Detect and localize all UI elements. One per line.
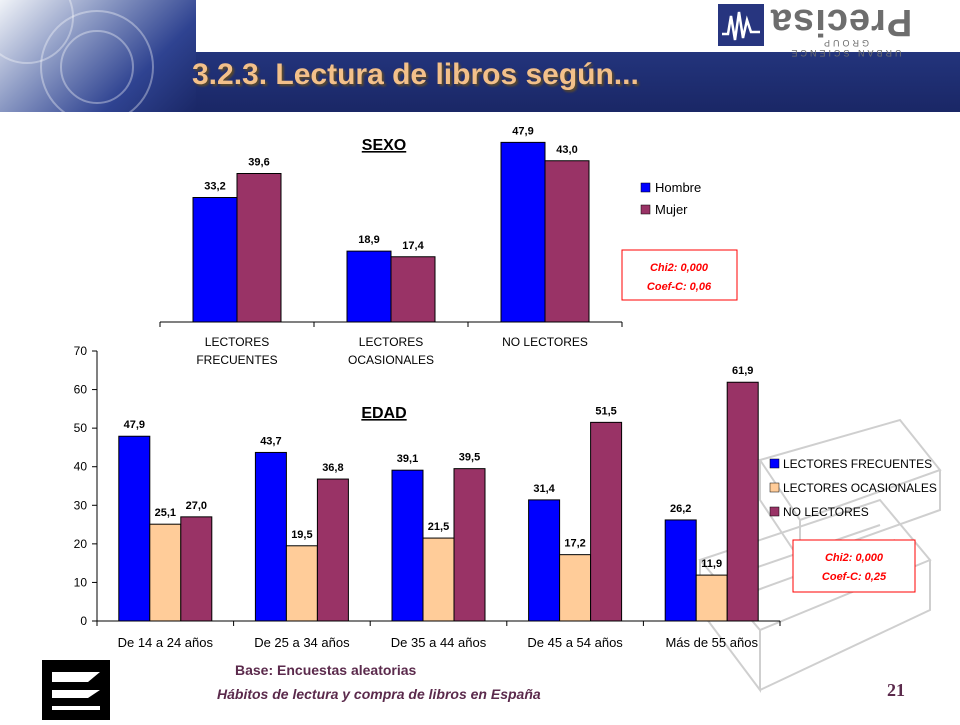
- edad-y-tick-label: 20: [74, 537, 88, 551]
- edad-data-label: 39,1: [397, 453, 418, 465]
- edad-y-tick-label: 30: [74, 498, 88, 512]
- edad-data-label: 51,5: [595, 405, 616, 417]
- edad-bar: [559, 554, 592, 622]
- edad-data-label: 21,5: [428, 521, 449, 533]
- sexo-data-label: 17,4: [402, 240, 424, 252]
- edad-data-label: 31,4: [533, 483, 555, 495]
- chart-sexo: SEXO 33,2 39,6 LECTORES FRECUENTES 18,9 17,4 LE…: [159, 125, 738, 367]
- sexo-category-label: OCASIONALES: [348, 353, 434, 367]
- edad-legend-label: LECTORES FRECUENTES: [783, 457, 932, 471]
- sexo-title: SEXO: [362, 137, 406, 154]
- sexo-bar: [390, 256, 436, 323]
- edad-y-tick-label: 0: [80, 614, 87, 628]
- sexo-data-label: 39,6: [248, 157, 269, 169]
- footer-base: Base: Encuestas aleatorias: [235, 662, 417, 678]
- edad-bar: [664, 519, 697, 622]
- edad-data-label: 19,5: [291, 529, 312, 541]
- edad-bar: [316, 478, 349, 622]
- edad-stat-coef: Coef-C: 0,25: [822, 571, 887, 583]
- edad-data-label: 61,9: [732, 365, 753, 377]
- sexo-data-label: 47,9: [512, 125, 533, 137]
- brand-logo-icon: [718, 4, 764, 46]
- sexo-bar: [346, 250, 392, 323]
- edad-data-label: 26,2: [670, 503, 691, 515]
- edad-category-label: De 14 a 24 años: [118, 635, 214, 650]
- edad-y-tick-label: 70: [74, 344, 88, 358]
- edad-data-label: 39,5: [459, 452, 480, 464]
- edad-data-label: 47,9: [124, 419, 145, 431]
- edad-category-label: De 25 a 34 años: [254, 635, 350, 650]
- edad-bar: [118, 435, 151, 622]
- edad-data-label: 11,9: [701, 558, 722, 570]
- edad-bar: [695, 574, 728, 622]
- edad-category-label: De 45 a 54 años: [527, 635, 623, 650]
- header-photo: [0, 0, 196, 112]
- edad-data-label: 43,7: [260, 435, 281, 447]
- sexo-legend-label: Hombre: [655, 180, 701, 195]
- edad-bar: [149, 523, 182, 622]
- edad-bar: [590, 421, 623, 622]
- edad-title: EDAD: [361, 405, 406, 422]
- sexo-data-label: 33,2: [204, 181, 225, 193]
- edad-category-label: Más de 55 años: [665, 635, 758, 650]
- sexo-stat-box: [621, 249, 738, 301]
- edad-data-label: 36,8: [322, 462, 343, 474]
- edad-bar: [254, 451, 287, 622]
- chart-edad: 0 10 20 30 40 50 60 70 EDAD 47,9 25,1 27,0 De 14 a 2…: [74, 344, 937, 650]
- sexo-bar: [192, 197, 238, 323]
- sexo-legend-swatch: [640, 204, 651, 215]
- sexo-category-label: NO LECTORES: [502, 335, 588, 349]
- sexo-legend-label: Mujer: [655, 202, 688, 217]
- edad-stat-chi2: Chi2: 0,000: [825, 552, 884, 564]
- sexo-data-label: 43,0: [556, 144, 577, 156]
- edad-y-tick-label: 60: [74, 383, 88, 397]
- edad-legend-label: NO LECTORES: [783, 505, 869, 519]
- sexo-bar: [236, 173, 282, 323]
- sexo-stat-chi2: Chi2: 0,000: [650, 262, 709, 274]
- edad-legend-swatch: [769, 482, 780, 493]
- sexo-category-label: LECTORES: [359, 335, 423, 349]
- edad-bar: [528, 499, 561, 622]
- edad-bar: [391, 469, 424, 622]
- edad-data-label: 25,1: [155, 507, 176, 519]
- edad-bar: [726, 381, 759, 622]
- sexo-legend-swatch: [640, 182, 651, 193]
- edad-y-tick-label: 40: [74, 460, 88, 474]
- header: Precisa URBAN SCIENCE GROUP 3.2.3. Lectu…: [0, 0, 960, 112]
- sexo-category-label: LECTORES: [205, 335, 269, 349]
- sexo-category-label: FRECUENTES: [196, 353, 277, 367]
- corner-logo-icon: [42, 660, 110, 720]
- edad-data-label: 17,2: [564, 538, 585, 550]
- sexo-bar: [500, 141, 546, 323]
- edad-bar: [453, 468, 486, 622]
- edad-legend-swatch: [769, 458, 780, 469]
- edad-legend-swatch: [769, 506, 780, 517]
- edad-bar: [180, 516, 213, 622]
- footer-subtitle: Hábitos de lectura y compra de libros en…: [217, 686, 541, 702]
- edad-category-label: De 35 a 44 años: [391, 635, 487, 650]
- edad-legend-label: LECTORES OCASIONALES: [783, 481, 937, 495]
- edad-y-tick-label: 10: [74, 575, 88, 589]
- edad-data-label: 27,0: [186, 500, 207, 512]
- sexo-stat-coef: Coef-C: 0,06: [647, 281, 712, 293]
- edad-y-tick-label: 50: [74, 421, 88, 435]
- sexo-data-label: 18,9: [358, 234, 379, 246]
- sexo-bar: [544, 160, 590, 323]
- edad-bar: [422, 537, 455, 622]
- edad-stat-box: [792, 539, 916, 593]
- page-number: 21: [887, 680, 905, 700]
- edad-bar: [285, 545, 318, 622]
- header-white-area: [196, 0, 960, 52]
- page-title: 3.2.3. Lectura de libros según...: [192, 58, 639, 91]
